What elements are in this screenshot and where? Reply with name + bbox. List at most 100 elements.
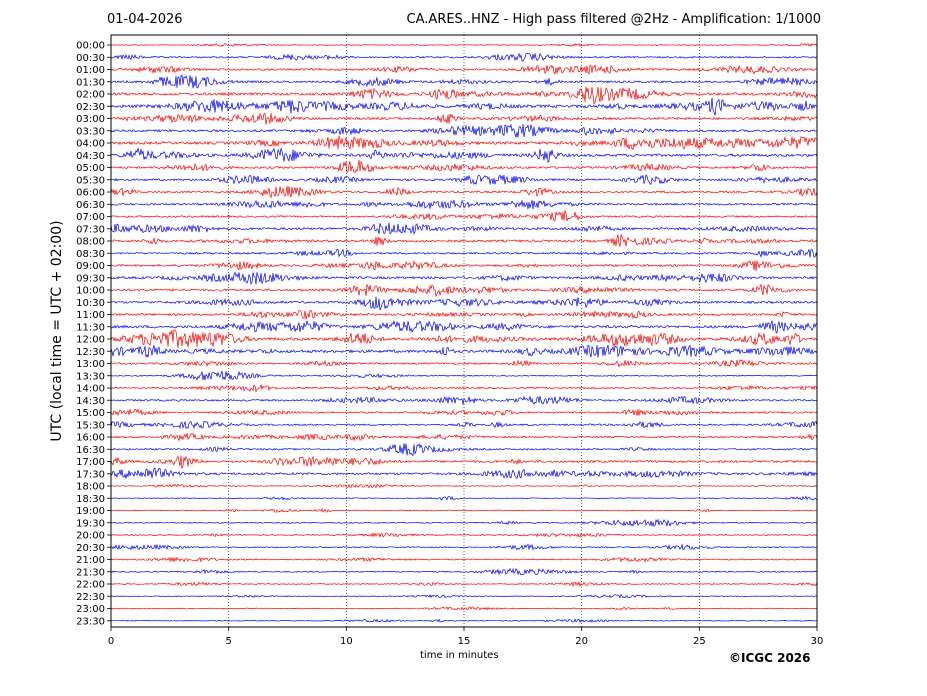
date-label: 01-04-2026: [107, 12, 183, 27]
y-tick-label: 09:00: [76, 261, 105, 272]
trace-21:00: [110, 556, 818, 563]
y-tick-label: 16:00: [76, 433, 105, 444]
x-axis-label: time in minutes: [420, 650, 499, 661]
y-tick-label: 21:00: [76, 555, 105, 566]
y-tick-label: 19:30: [76, 518, 105, 529]
y-tick-label: 07:00: [76, 212, 105, 223]
trace-03:30: [110, 123, 818, 138]
y-tick-label: 03:30: [76, 126, 105, 137]
y-tick-label: 17:00: [76, 457, 105, 468]
trace-00:30: [110, 52, 818, 62]
y-tick-label: 13:30: [76, 371, 105, 382]
y-tick-label: 22:30: [76, 592, 105, 603]
y-tick-label: 15:30: [76, 420, 105, 431]
trace-19:00: [110, 508, 818, 513]
chart-title: CA.ARES..HNZ - High pass filtered @2Hz -…: [406, 12, 821, 27]
trace-12:00: [110, 329, 818, 349]
trace-11:30: [110, 319, 818, 334]
y-tick-label: 12:00: [76, 335, 105, 346]
y-tick-label: 06:00: [76, 188, 105, 199]
trace-04:30: [110, 147, 818, 163]
y-tick-label: 04:30: [76, 151, 105, 162]
y-tick-label: 07:30: [76, 224, 105, 235]
trace-02:00: [110, 86, 818, 105]
trace-14:00: [110, 383, 818, 394]
trace-00:00: [110, 43, 818, 47]
y-tick-label: 01:00: [76, 65, 105, 76]
y-tick-label: 08:00: [76, 237, 105, 248]
x-tick-label: 20: [575, 636, 588, 647]
trace-17:00: [110, 455, 818, 469]
trace-06:30: [110, 199, 818, 210]
trace-21:30: [110, 567, 818, 576]
trace-16:00: [110, 433, 818, 442]
trace-22:00: [110, 580, 818, 587]
y-tick-label: 16:30: [76, 445, 105, 456]
trace-11:00: [110, 309, 818, 320]
y-tick-label: 11:30: [76, 322, 105, 333]
y-tick-label: 10:00: [76, 286, 105, 297]
y-tick-label: 06:30: [76, 200, 105, 211]
trace-23:30: [110, 618, 818, 624]
x-axis-ticks: 0 5 10 15 20 25 30: [108, 627, 824, 647]
trace-08:30: [110, 248, 818, 259]
y-tick-label: 18:30: [76, 494, 105, 505]
trace-09:30: [110, 271, 818, 285]
y-tick-label: 21:30: [76, 567, 105, 578]
y-tick-label: 05:00: [76, 163, 105, 174]
trace-09:00: [110, 259, 818, 271]
trace-07:00: [110, 209, 818, 222]
x-tick-label: 0: [108, 636, 114, 647]
y-tick-label: 00:30: [76, 53, 105, 64]
y-tick-label: 11:00: [76, 310, 105, 321]
trace-23:00: [110, 606, 818, 611]
y-tick-label: 22:00: [76, 580, 105, 591]
x-tick-label: 30: [811, 636, 824, 647]
trace-19:30: [110, 518, 818, 528]
trace-15:30: [110, 420, 818, 430]
trace-07:30: [110, 222, 818, 235]
trace-05:00: [110, 160, 818, 174]
trace-17:30: [110, 467, 818, 479]
y-tick-label: 19:00: [76, 506, 105, 517]
y-tick-label: 08:30: [76, 249, 105, 260]
trace-13:00: [110, 359, 818, 368]
x-tick-label: 15: [458, 636, 471, 647]
trace-04:00: [110, 135, 818, 151]
y-tick-label: 13:00: [76, 359, 105, 370]
trace-03:00: [110, 112, 818, 125]
y-tick-label: 20:00: [76, 531, 105, 542]
trace-16:30: [110, 443, 818, 457]
trace-22:30: [110, 593, 818, 599]
y-tick-label: 23:30: [76, 616, 105, 627]
x-tick-label: 25: [693, 636, 706, 647]
y-tick-label: 01:30: [76, 77, 105, 88]
y-tick-label: 14:00: [76, 384, 105, 395]
y-tick-label: 23:00: [76, 604, 105, 615]
trace-18:30: [110, 495, 818, 501]
grid-lines: [228, 35, 700, 627]
y-tick-label: 15:00: [76, 408, 105, 419]
x-tick-label: 10: [340, 636, 353, 647]
y-tick-label: 10:30: [76, 298, 105, 309]
y-tick-label: 14:30: [76, 396, 105, 407]
y-tick-label: 18:00: [76, 482, 105, 493]
trace-10:30: [110, 296, 818, 311]
y-tick-label: 12:30: [76, 347, 105, 358]
y-tick-label: 09:30: [76, 273, 105, 284]
y-tick-label: 02:00: [76, 90, 105, 101]
y-tick-label: 17:30: [76, 469, 105, 480]
trace-20:00: [110, 532, 818, 538]
copyright-credit: ©ICGC 2026: [729, 651, 811, 665]
y-tick-label: 02:30: [76, 102, 105, 113]
trace-05:30: [110, 174, 818, 185]
trace-08:00: [110, 233, 818, 247]
trace-01:00: [110, 64, 818, 75]
y-tick-label: 03:00: [76, 114, 105, 125]
trace-02:30: [110, 97, 818, 116]
seismic-traces: [110, 43, 818, 624]
trace-06:00: [110, 185, 818, 199]
y-tick-label: 04:00: [76, 139, 105, 150]
plot-frame: [110, 34, 818, 628]
